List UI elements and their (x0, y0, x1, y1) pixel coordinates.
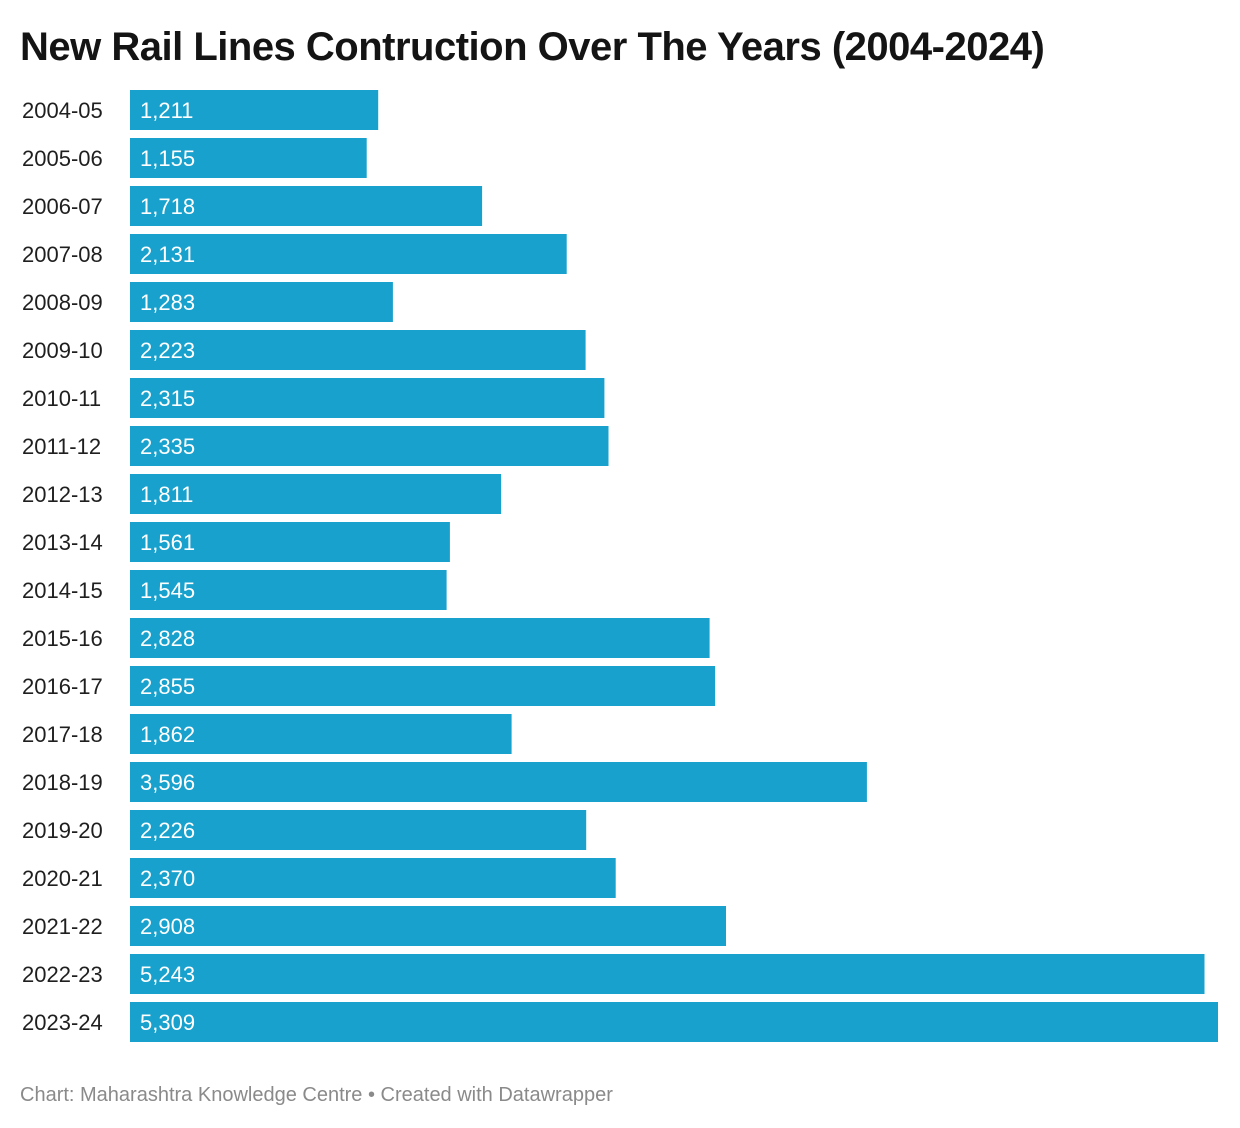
category-label: 2013-14 (22, 530, 103, 555)
value-label: 2,315 (140, 386, 195, 411)
bar (130, 234, 567, 274)
bar (130, 474, 502, 514)
category-label: 2020-21 (22, 866, 103, 891)
category-label: 2012-13 (22, 482, 103, 507)
category-label: 2008-09 (22, 290, 103, 315)
bar (130, 138, 367, 178)
value-label: 1,862 (140, 722, 195, 747)
category-label: 2018-19 (22, 770, 103, 795)
bar (130, 618, 710, 658)
value-label: 2,855 (140, 674, 195, 699)
footer-separator: • (362, 1084, 381, 1106)
bar (130, 378, 605, 418)
category-label: 2019-20 (22, 818, 103, 843)
bar (130, 954, 1205, 994)
value-label: 1,283 (140, 290, 195, 315)
category-label: 2004-05 (22, 98, 103, 123)
category-label: 2023-24 (22, 1010, 103, 1035)
bar (130, 666, 716, 706)
value-label: 5,243 (140, 962, 195, 987)
bar (130, 90, 379, 130)
value-label: 1,561 (140, 530, 195, 555)
chart-footer: Chart: Maharashtra Knowledge Centre • Cr… (20, 1082, 613, 1108)
value-label: 1,155 (140, 146, 195, 171)
value-label: 2,908 (140, 914, 195, 939)
value-label: 2,131 (140, 242, 195, 267)
bar (130, 810, 587, 850)
category-label: 2010-11 (22, 386, 101, 411)
bar (130, 714, 512, 754)
chart-title: New Rail Lines Contruction Over The Year… (20, 25, 1045, 69)
value-label: 1,211 (140, 98, 193, 123)
bar (130, 330, 586, 370)
bar (130, 762, 867, 802)
category-label: 2017-18 (22, 722, 103, 747)
bar (130, 282, 393, 322)
category-label: 2016-17 (22, 674, 103, 699)
category-label: 2007-08 (22, 242, 103, 267)
value-label: 1,811 (140, 482, 193, 507)
category-label: 2009-10 (22, 338, 103, 363)
bar (130, 570, 447, 610)
value-label: 5,309 (140, 1010, 195, 1035)
bar (130, 1002, 1218, 1042)
footer-source: Chart: Maharashtra Knowledge Centre (20, 1084, 363, 1106)
category-label: 2005-06 (22, 146, 103, 171)
category-label: 2021-22 (22, 914, 103, 939)
bar (130, 186, 483, 226)
bar (130, 426, 609, 466)
value-label: 2,226 (140, 818, 195, 843)
value-label: 2,828 (140, 626, 195, 651)
category-label: 2011-12 (22, 434, 101, 459)
value-label: 2,335 (140, 434, 195, 459)
bar (130, 906, 726, 946)
category-label: 2022-23 (22, 962, 103, 987)
value-label: 2,223 (140, 338, 195, 363)
category-label: 2014-15 (22, 578, 103, 603)
value-label: 3,596 (140, 770, 195, 795)
value-label: 2,370 (140, 866, 195, 891)
value-label: 1,545 (140, 578, 195, 603)
value-label: 1,718 (140, 194, 195, 219)
category-label: 2006-07 (22, 194, 103, 219)
bar (130, 858, 616, 898)
category-label: 2015-16 (22, 626, 103, 651)
bar (130, 522, 450, 562)
footer-credit: Created with Datawrapper (380, 1084, 613, 1106)
